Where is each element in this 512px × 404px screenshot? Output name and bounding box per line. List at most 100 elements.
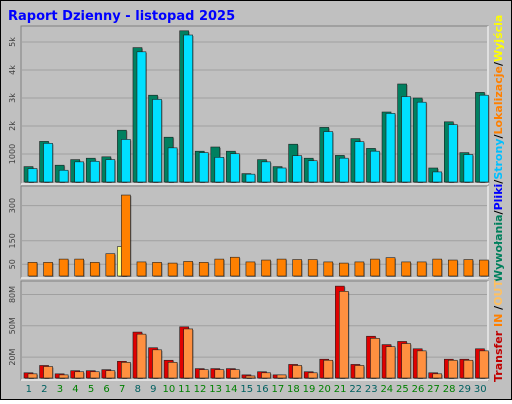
tick-label: 300 [8,198,17,213]
x-tick-label: 7 [119,384,125,395]
bar-lokalizacje-4 [74,258,84,277]
legend-entry: Strony [492,139,505,180]
x-axis-labels: 1 2 3 4 5 6 7 8 9 10 11 12 13 14 15 16 17 18 19 20 21 22 23 24 2… [26,384,487,395]
x-tick-label: 2 [41,384,47,395]
bar-transfer_out-18 [292,365,302,379]
bar-lokalizacje-19 [307,259,318,277]
bar-lokalizacje-20 [323,261,334,277]
bar-strony-6 [105,159,116,183]
bar-transfer_out-29 [463,359,474,379]
tick-label: 5k [8,37,17,47]
bar-strony-23 [370,150,380,183]
x-tick-label: 21 [334,384,347,395]
bar-transfer_out-7 [121,362,131,379]
bar-transfer_out-3 [58,374,69,379]
bar-transfer_out-22 [354,365,365,379]
x-tick-label: 26 [412,384,425,395]
bar-lokalizacje-8 [136,261,147,277]
x-tick-label: 11 [178,384,191,395]
bar-transfer_out-23 [370,338,380,379]
x-tick-label: 13 [209,384,222,395]
legend-entry: Pliki [492,184,505,211]
x-tick-label: 24 [380,384,393,395]
bar-transfer_out-24 [385,346,396,379]
bar-transfer_out-15 [245,375,256,379]
panel-pliki-lokalizacje: 50 150 300 [8,185,490,279]
bar-transfer_out-12 [198,369,209,379]
bar-transfer_out-6 [105,370,116,379]
bar-lokalizacje-26 [416,261,427,277]
bar-strony-13 [214,157,225,183]
bar-transfer_out-2 [43,366,53,379]
bar-lokalizacje-17 [276,258,287,277]
x-tick-label: 17 [271,384,284,395]
bar-transfer_out-13 [214,369,225,379]
bar-transfer_out-20 [323,359,334,379]
chart-title: Raport Dzienny - listopad 2025 [8,9,235,24]
bar-transfer_out-30 [479,350,489,379]
bar-lokalizacje-7 [121,194,131,277]
bar-strony-5 [89,160,100,183]
bar-lokalizacje-5 [89,262,100,277]
legend-entry: / [492,179,505,184]
bar-lokalizacje-16 [261,259,271,277]
legend-entry: / [492,61,505,66]
bar-strony-17 [276,167,287,183]
bar-transfer_out-28 [447,359,458,379]
bar-lokalizacje-22 [354,261,365,277]
tick-label: 3k [8,93,17,103]
legend-line1: Wywołania/Pliki/Strony/Lokalizacje/Wyjśc… [492,15,505,282]
bar-lokalizacje-13 [214,258,225,277]
bar-strony-18 [292,155,302,183]
bar-transfer_out-1 [27,373,38,379]
bar-lokalizacje-15 [245,261,256,277]
x-tick-label: 29 [458,384,471,395]
x-tick-label: 15 [240,384,253,395]
bar-strony-10 [167,147,178,183]
bar-transfer_out-9 [152,349,162,379]
bar-strony-8 [136,51,147,183]
bar-strony-29 [463,154,474,183]
tick-label: 1000 [8,144,17,164]
bar-strony-12 [198,152,209,183]
bar-strony-7 [121,139,131,183]
tick-label: 80M [8,286,17,303]
x-tick-label: 19 [303,384,316,395]
bar-lokalizacje-28 [447,259,458,277]
bar-lokalizacje-30 [479,259,489,277]
bar-lokalizacje-3 [58,258,69,277]
bar-lokalizacje-2 [43,262,53,277]
bar-lokalizacje-29 [463,259,474,277]
bar-lokalizacje-25 [401,261,411,277]
x-tick-label: 25 [396,384,409,395]
bar-transfer_out-10 [167,362,178,379]
chart-panels: 1000 2k 3k 4k 5k 50 150 300 20M 50M 80M [8,25,490,381]
x-tick-label: 18 [287,384,300,395]
bar-transfer_out-26 [416,350,427,379]
x-tick-label: 23 [365,384,378,395]
bar-lokalizacje-10 [167,262,178,277]
bar-lokalizacje-24 [385,257,396,277]
bar-transfer_out-17 [276,374,287,379]
tick-label: 50M [8,317,17,334]
legend-entry: OUT [492,280,505,306]
bar-transfer_out-25 [401,343,411,379]
legend-entry: / [492,134,505,139]
bar-transfer_out-21 [339,291,349,379]
x-tick-label: 22 [349,384,362,395]
bar-lokalizacje-14 [230,256,240,277]
x-tick-label: 10 [163,384,176,395]
bar-strony-27 [432,171,443,183]
legend-entry: / [492,305,505,310]
panel-transfer: 20M 50M 80M [8,280,490,381]
bar-lokalizacje-12 [198,262,209,277]
bar-lokalizacje-27 [432,258,443,277]
x-tick-label: 9 [150,384,156,395]
bar-transfer_out-8 [136,333,147,379]
bar-transfer_out-27 [432,373,443,379]
tick-label: 150 [8,233,17,248]
bar-transfer_out-16 [261,372,271,379]
x-tick-label: 30 [474,384,487,395]
legend-entry: Transfer [492,330,505,382]
